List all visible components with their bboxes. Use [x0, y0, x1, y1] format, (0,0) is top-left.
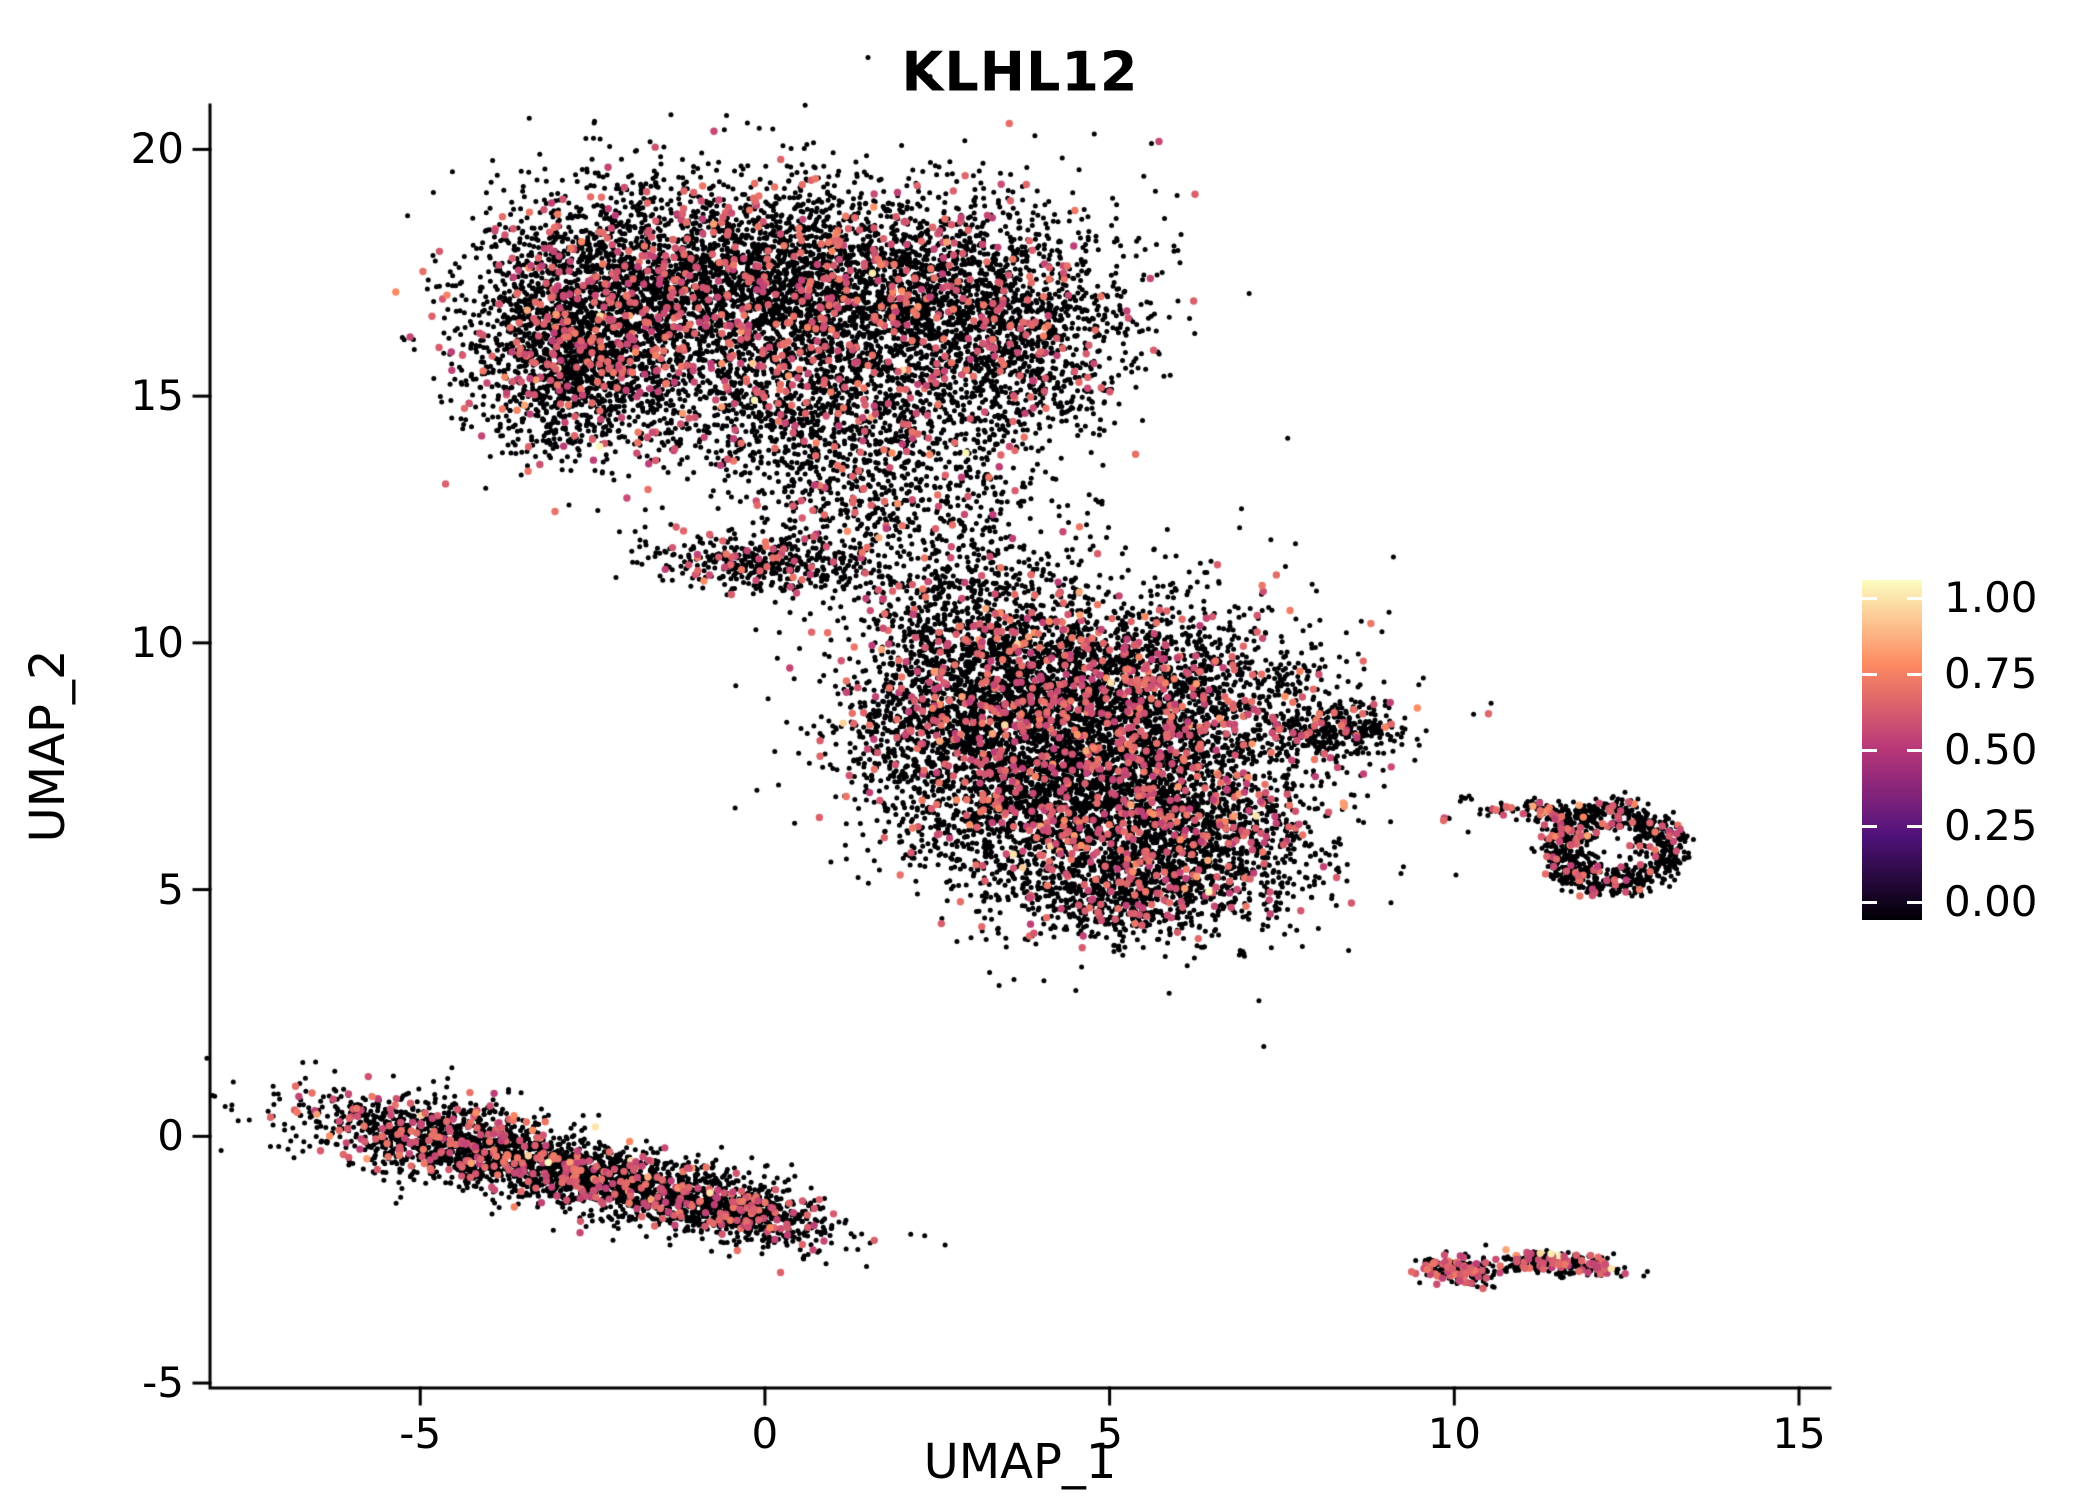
- colorbar-tick-mark: [1907, 672, 1922, 676]
- colorbar-tick-mark: [1907, 596, 1922, 600]
- y-tick-label: 10: [130, 617, 184, 667]
- colorbar-tick-label: 0.50: [1944, 725, 2038, 774]
- y-axis-label: UMAP_2: [20, 649, 76, 843]
- x-axis-label: UMAP_1: [923, 1434, 1117, 1490]
- colorbar-tick-mark: [1907, 748, 1922, 752]
- plot-title: KLHL12: [901, 40, 1139, 104]
- colorbar-tick-mark: [1907, 900, 1922, 904]
- colorbar-tick-mark: [1862, 672, 1877, 676]
- y-tick-label: 5: [157, 864, 184, 914]
- colorbar-tick-mark: [1862, 900, 1877, 904]
- x-tick-label: 10: [1427, 1409, 1482, 1458]
- colorbar-tick-label: 1.00: [1944, 573, 2038, 622]
- x-tick-label: 0: [751, 1409, 779, 1458]
- colorbar-tick-mark: [1907, 824, 1922, 828]
- y-tick-label: 0: [157, 1111, 184, 1161]
- y-tick-label: 20: [130, 124, 184, 174]
- x-tick-label: 15: [1772, 1409, 1826, 1458]
- colorbar-tick-mark: [1862, 824, 1877, 828]
- y-tick-label: 15: [130, 371, 184, 421]
- colorbar-tick-label: 0.75: [1944, 649, 2038, 698]
- colorbar-tick-label: 0.00: [1944, 877, 2038, 926]
- x-tick-label: -5: [399, 1409, 442, 1458]
- colorbar-tick-mark: [1862, 748, 1877, 752]
- colorbar-tick-label: 0.25: [1944, 801, 2038, 850]
- y-tick-label: -5: [142, 1358, 184, 1408]
- x-tick-label: 5: [1096, 1409, 1123, 1458]
- colorbar-tick-mark: [1862, 596, 1877, 600]
